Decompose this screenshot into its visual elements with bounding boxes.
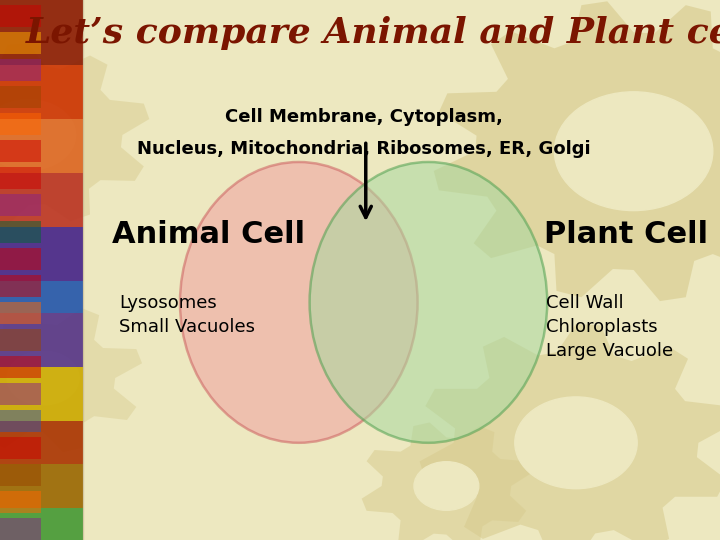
Circle shape bbox=[414, 462, 479, 510]
Polygon shape bbox=[0, 304, 142, 452]
Bar bbox=[0, 227, 83, 281]
Text: Plant Cell: Plant Cell bbox=[544, 220, 708, 249]
Circle shape bbox=[554, 92, 713, 211]
Bar bbox=[0, 59, 42, 81]
Bar bbox=[0, 167, 42, 189]
Bar bbox=[0, 410, 42, 432]
Bar bbox=[0, 0, 83, 65]
Text: Cell Wall
Chloroplasts
Large Vacuole: Cell Wall Chloroplasts Large Vacuole bbox=[546, 294, 673, 360]
Bar bbox=[0, 356, 42, 378]
Bar bbox=[0, 86, 42, 108]
Bar bbox=[0, 383, 42, 405]
Bar bbox=[0, 173, 83, 227]
Bar bbox=[0, 248, 42, 270]
Text: Cell Membrane, Cytoplasm,: Cell Membrane, Cytoplasm, bbox=[225, 108, 503, 126]
Bar bbox=[0, 113, 42, 135]
Circle shape bbox=[7, 351, 79, 405]
Bar bbox=[0, 281, 83, 313]
Bar bbox=[0, 194, 42, 216]
Bar bbox=[0, 313, 83, 367]
Bar bbox=[0, 367, 83, 421]
Bar bbox=[0, 464, 83, 508]
Polygon shape bbox=[420, 324, 720, 540]
Polygon shape bbox=[433, 1, 720, 301]
Bar bbox=[0, 508, 83, 540]
Bar bbox=[0, 421, 83, 464]
Circle shape bbox=[515, 397, 637, 489]
Text: Let’s compare Animal and Plant cells: Let’s compare Animal and Plant cells bbox=[26, 16, 720, 50]
Polygon shape bbox=[0, 43, 149, 225]
Bar bbox=[0, 464, 42, 486]
Text: Nucleus, Mitochondria, Ribosomes, ER, Golgi: Nucleus, Mitochondria, Ribosomes, ER, Go… bbox=[137, 140, 590, 158]
Bar bbox=[0, 491, 42, 513]
Bar bbox=[0, 275, 42, 297]
Bar bbox=[0, 437, 42, 459]
Ellipse shape bbox=[180, 162, 418, 443]
Polygon shape bbox=[361, 422, 531, 540]
Bar bbox=[0, 65, 83, 119]
Text: Lysosomes
Small Vacuoles: Lysosomes Small Vacuoles bbox=[119, 294, 255, 336]
Bar bbox=[0, 518, 42, 540]
Bar bbox=[0, 302, 42, 324]
Ellipse shape bbox=[310, 162, 547, 443]
Bar bbox=[0, 329, 42, 351]
Circle shape bbox=[0, 100, 76, 170]
Bar bbox=[0, 119, 83, 173]
Bar bbox=[0, 5, 42, 27]
Bar bbox=[0, 221, 42, 243]
Bar bbox=[0, 32, 42, 54]
Bar bbox=[0, 140, 42, 162]
Text: Animal Cell: Animal Cell bbox=[112, 220, 305, 249]
